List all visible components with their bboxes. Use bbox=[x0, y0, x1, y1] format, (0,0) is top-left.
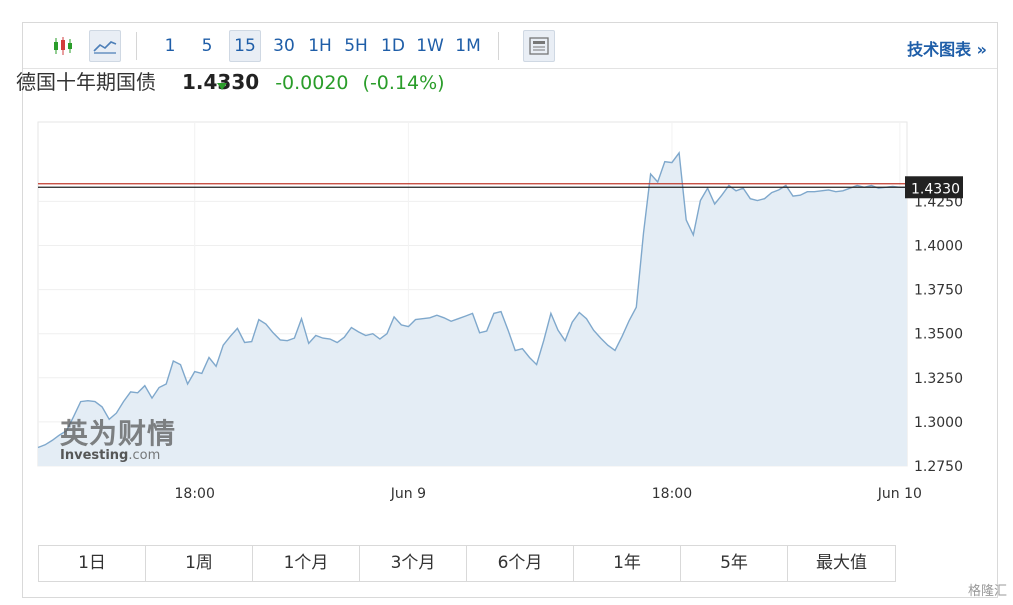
line-chart-icon[interactable] bbox=[89, 30, 121, 62]
y-tick-label: 1.4000 bbox=[914, 238, 963, 254]
interval-30[interactable]: 30 bbox=[273, 36, 295, 56]
interval-1h[interactable]: 1H bbox=[308, 36, 332, 56]
y-tick-label: 1.3000 bbox=[914, 415, 963, 431]
interval-15[interactable]: 15 bbox=[229, 30, 261, 62]
toolbar-separator bbox=[136, 32, 137, 60]
range-button[interactable]: 3个月 bbox=[360, 546, 467, 581]
chart-toolbar: 1 5 15 30 1H 5H 1D 1W 1M 技术图表 » bbox=[23, 23, 997, 69]
current-price-tag bbox=[905, 176, 963, 199]
down-arrow-icon bbox=[217, 83, 227, 90]
y-tick-label: 1.3750 bbox=[914, 283, 963, 299]
x-tick-label: 18:00 bbox=[175, 486, 215, 502]
y-tick-label: 1.3500 bbox=[914, 327, 963, 343]
current-price-label: 1.4330 bbox=[911, 181, 960, 197]
range-button[interactable]: 1年 bbox=[574, 546, 681, 581]
time-range-selector: 1日 1周 1个月 3个月 6个月 1年 5年 最大值 bbox=[38, 545, 896, 582]
interval-5[interactable]: 5 bbox=[201, 36, 213, 56]
interval-5h[interactable]: 5H bbox=[344, 36, 368, 56]
range-button[interactable]: 1周 bbox=[146, 546, 253, 581]
newspaper-icon[interactable] bbox=[523, 30, 555, 62]
y-tick-label: 1.3250 bbox=[914, 371, 963, 387]
range-button[interactable]: 1日 bbox=[39, 546, 146, 581]
price-area bbox=[38, 152, 907, 466]
price-change: -0.0020 bbox=[275, 72, 349, 94]
price-chart[interactable]: 1.2750 1.3000 1.3250 1.3500 1.3750 1.4000 1.42… bbox=[0, 0, 1013, 540]
last-price: 1.4330 bbox=[182, 70, 260, 94]
y-tick-label: 1.4250 bbox=[914, 194, 963, 210]
range-button[interactable]: 5年 bbox=[681, 546, 788, 581]
interval-1m[interactable]: 1M bbox=[455, 36, 481, 56]
technical-chart-link[interactable]: 技术图表 » bbox=[907, 40, 987, 59]
interval-1d[interactable]: 1D bbox=[381, 36, 405, 56]
interval-1[interactable]: 1 bbox=[164, 36, 176, 56]
instrument-name: 德国十年期国债 bbox=[16, 70, 156, 94]
range-button[interactable]: 最大值 bbox=[816, 553, 867, 573]
price-change-percent: (-0.14%) bbox=[362, 72, 445, 94]
x-tick-label: 18:00 bbox=[652, 486, 692, 502]
x-tick-label: Jun 10 bbox=[877, 486, 922, 502]
price-line bbox=[37, 151, 907, 449]
corner-logo: 格隆汇 bbox=[967, 584, 1007, 599]
range-button[interactable]: 6个月 bbox=[467, 546, 574, 581]
y-tick-label: 1.2750 bbox=[914, 459, 963, 475]
range-button[interactable]: 1个月 bbox=[253, 546, 360, 581]
quote-header: 德国十年期国债 1.4330 -0.0020 (-0.14%) bbox=[16, 66, 445, 96]
interval-1w[interactable]: 1W bbox=[416, 36, 444, 56]
candlestick-icon[interactable] bbox=[47, 30, 79, 62]
x-tick-label: Jun 9 bbox=[390, 486, 426, 502]
toolbar-separator bbox=[498, 32, 499, 60]
